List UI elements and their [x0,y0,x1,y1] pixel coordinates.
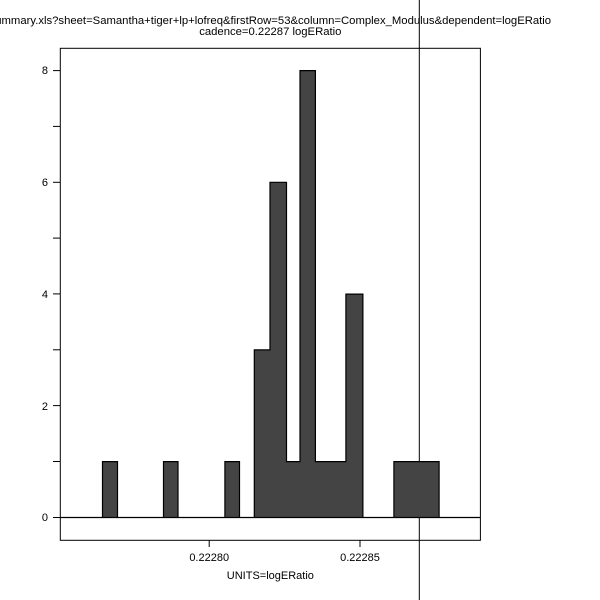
svg-text:UNITS=logERatio: UNITS=logERatio [227,570,314,582]
svg-text:0: 0 [42,512,48,524]
svg-text:0.22280: 0.22280 [189,552,229,564]
svg-text:cadence=0.22287 logERatio: cadence=0.22287 logERatio [199,26,341,38]
svg-text:2: 2 [42,401,48,413]
svg-text:8: 8 [42,65,48,77]
svg-text:4: 4 [42,289,48,301]
svg-text:0.22285: 0.22285 [340,552,380,564]
svg-text:6: 6 [42,177,48,189]
